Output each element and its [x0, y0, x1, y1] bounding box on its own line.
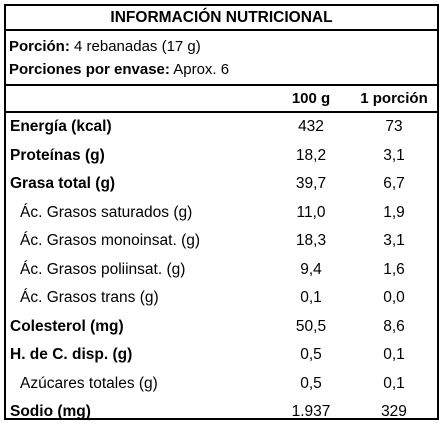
table-row: Ác. Grasos monoinsat. (g) 18,3 3,1	[6, 227, 437, 256]
nutrient-name: H. de C. disp. (g)	[10, 346, 133, 363]
nutrient-name: Proteínas (g)	[10, 146, 105, 164]
nutrition-label: INFORMACIÓN NUTRICIONAL Porción: 4 reban…	[4, 4, 439, 420]
table-row: Ác. Grasos saturados (g) 11,0 1,9	[6, 199, 437, 228]
header-per-portion: 1 porción	[360, 90, 428, 107]
value-per-portion: 0,1	[383, 346, 405, 363]
portion-label: Porción:	[9, 38, 70, 55]
value-per-portion: 1,6	[383, 260, 405, 278]
portion-value: 4 rebanadas (17 g)	[74, 38, 201, 55]
servings-per-container-label: Porciones por envase:	[9, 61, 170, 78]
nutrient-name: Colesterol (mg)	[10, 317, 124, 335]
value-per-100g: 9,4	[300, 260, 322, 278]
nutrient-name: Ác. Grasos monoinsat. (g)	[20, 232, 201, 249]
nutrient-name: Energía (kcal)	[10, 118, 112, 135]
value-per-portion: 8,6	[383, 317, 405, 335]
nutrient-name: Ác. Grasos trans (g)	[20, 289, 159, 306]
value-per-100g: 39,7	[295, 175, 327, 192]
value-per-100g: 1.937	[291, 403, 331, 420]
serving-info: Porción: 4 rebanadas (17 g) Porciones po…	[6, 31, 437, 86]
table-row: Ác. Grasos poliinsat. (g) 9,4 1,6	[6, 256, 437, 285]
value-per-portion: 3,1	[383, 146, 405, 164]
value-per-portion: 73	[385, 118, 403, 135]
portion-line: Porción: 4 rebanadas (17 g)	[9, 35, 437, 58]
value-per-portion: 3,1	[383, 232, 405, 249]
value-per-100g: 0,5	[300, 374, 322, 392]
servings-per-container-line: Porciones por envase: Aprox. 6	[9, 58, 437, 81]
value-per-portion: 0,0	[383, 289, 405, 306]
table-row: Energía (kcal) 432 73	[6, 113, 437, 142]
header-per-100g: 100 g	[291, 90, 331, 107]
table-row: Sodio (mg) 1.937 329	[6, 398, 437, 427]
value-per-100g: 18,2	[295, 146, 327, 164]
table-row: Proteínas (g) 18,2 3,1	[6, 142, 437, 171]
value-per-portion: 0,1	[383, 374, 405, 392]
value-per-100g: 50,5	[295, 317, 327, 335]
value-per-100g: 11,0	[296, 203, 326, 221]
table-row: Ác. Grasos trans (g) 0,1 0,0	[6, 284, 437, 313]
value-per-portion: 6,7	[383, 175, 405, 192]
value-per-100g: 0,5	[300, 346, 322, 363]
value-per-100g: 0,1	[300, 289, 322, 306]
nutrient-name: Azúcares totales (g)	[20, 374, 158, 392]
nutrient-name: Grasa total (g)	[10, 175, 116, 192]
column-header: 100 g 1 porción	[6, 86, 437, 113]
table-row: Azúcares totales (g) 0,5 0,1	[6, 370, 437, 399]
value-per-100g: 18,3	[295, 232, 327, 249]
value-per-100g: 432	[298, 118, 324, 135]
nutrient-name: Ác. Grasos poliinsat. (g)	[20, 260, 186, 278]
table-row: Colesterol (mg) 50,5 8,6	[6, 313, 437, 342]
nutrient-name: Sodio (mg)	[10, 403, 91, 420]
table-row: Grasa total (g) 39,7 6,7	[6, 170, 437, 199]
header-blank	[6, 86, 271, 111]
table-row: H. de C. disp. (g) 0,5 0,1	[6, 341, 437, 370]
value-per-portion: 1,9	[383, 203, 405, 221]
nutrient-table: Energía (kcal) 432 73 Proteínas (g) 18,2…	[6, 113, 437, 427]
label-title: INFORMACIÓN NUTRICIONAL	[6, 6, 437, 31]
nutrient-name: Ác. Grasos saturados (g)	[20, 203, 193, 221]
value-per-portion: 329	[381, 403, 407, 420]
servings-per-container-value: Aprox. 6	[173, 61, 230, 78]
